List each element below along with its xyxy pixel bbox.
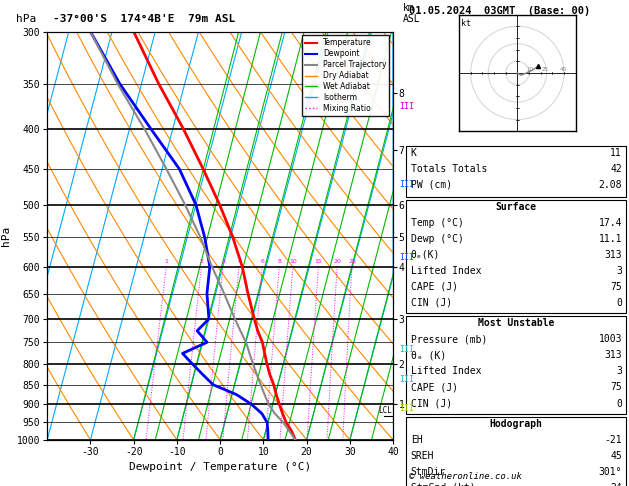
- Legend: Temperature, Dewpoint, Parcel Trajectory, Dry Adiabat, Wet Adiabat, Isotherm, Mi: Temperature, Dewpoint, Parcel Trajectory…: [302, 35, 389, 116]
- Text: Lifted Index: Lifted Index: [411, 266, 481, 276]
- Text: CIN (J): CIN (J): [411, 298, 452, 308]
- Text: CAPE (J): CAPE (J): [411, 282, 458, 292]
- Text: Most Unstable: Most Unstable: [477, 318, 554, 329]
- Text: 42: 42: [610, 164, 622, 174]
- Text: 10: 10: [289, 259, 297, 264]
- Text: 313: 313: [604, 250, 622, 260]
- Text: 1003: 1003: [599, 334, 622, 345]
- Text: 11.1: 11.1: [599, 234, 622, 244]
- Text: StmDir: StmDir: [411, 467, 446, 477]
- Text: III: III: [399, 346, 415, 354]
- Text: 11: 11: [610, 148, 622, 158]
- Text: © weatheronline.co.uk: © weatheronline.co.uk: [409, 472, 521, 481]
- Text: 25: 25: [348, 259, 356, 264]
- Text: 0: 0: [616, 298, 622, 308]
- Text: 24: 24: [610, 483, 622, 486]
- Text: K: K: [411, 148, 416, 158]
- Text: 20: 20: [333, 259, 342, 264]
- Text: EH: EH: [411, 435, 423, 445]
- Text: Dewp (°C): Dewp (°C): [411, 234, 464, 244]
- Text: 3: 3: [616, 266, 622, 276]
- Text: Temp (°C): Temp (°C): [411, 218, 464, 228]
- Text: 8: 8: [277, 259, 282, 264]
- Text: 45: 45: [610, 451, 622, 461]
- Text: III: III: [399, 253, 415, 262]
- Text: θₑ (K): θₑ (K): [411, 350, 446, 361]
- Text: -37°00'S  174°4B'E  79m ASL: -37°00'S 174°4B'E 79m ASL: [53, 14, 236, 24]
- Text: III: III: [399, 375, 415, 383]
- Text: Totals Totals: Totals Totals: [411, 164, 487, 174]
- Text: 75: 75: [610, 382, 622, 393]
- Text: 4: 4: [237, 259, 241, 264]
- Text: 25: 25: [542, 67, 549, 71]
- Text: 17.4: 17.4: [599, 218, 622, 228]
- Text: Lifted Index: Lifted Index: [411, 366, 481, 377]
- X-axis label: Dewpoint / Temperature (°C): Dewpoint / Temperature (°C): [129, 462, 311, 472]
- Text: 2.08: 2.08: [599, 180, 622, 190]
- Text: Hodograph: Hodograph: [489, 419, 542, 429]
- Text: III: III: [399, 103, 415, 111]
- Text: III: III: [399, 180, 415, 189]
- Text: Surface: Surface: [495, 202, 537, 212]
- Text: 313: 313: [604, 350, 622, 361]
- Text: 10: 10: [526, 67, 533, 71]
- Text: CIN (J): CIN (J): [411, 399, 452, 409]
- Text: III: III: [399, 404, 415, 413]
- Text: 15: 15: [314, 259, 323, 264]
- Text: kt: kt: [461, 19, 471, 28]
- Text: 75: 75: [610, 282, 622, 292]
- Text: 0: 0: [616, 399, 622, 409]
- Text: 40: 40: [559, 67, 566, 71]
- Text: 2: 2: [199, 259, 204, 264]
- Text: hPa: hPa: [16, 14, 36, 24]
- Text: km
ASL: km ASL: [403, 3, 420, 24]
- Text: Pressure (mb): Pressure (mb): [411, 334, 487, 345]
- Text: 3: 3: [616, 366, 622, 377]
- Text: StmSpd (kt): StmSpd (kt): [411, 483, 476, 486]
- Text: 01.05.2024  03GMT  (Base: 00): 01.05.2024 03GMT (Base: 00): [409, 6, 590, 16]
- Text: SREH: SREH: [411, 451, 434, 461]
- Text: θₑ(K): θₑ(K): [411, 250, 440, 260]
- Text: 1: 1: [165, 259, 169, 264]
- Y-axis label: hPa: hPa: [1, 226, 11, 246]
- Text: CAPE (J): CAPE (J): [411, 382, 458, 393]
- Text: 6: 6: [260, 259, 264, 264]
- Text: 3: 3: [221, 259, 225, 264]
- Text: LCL: LCL: [379, 406, 392, 415]
- Text: 301°: 301°: [599, 467, 622, 477]
- Text: PW (cm): PW (cm): [411, 180, 452, 190]
- Text: -21: -21: [604, 435, 622, 445]
